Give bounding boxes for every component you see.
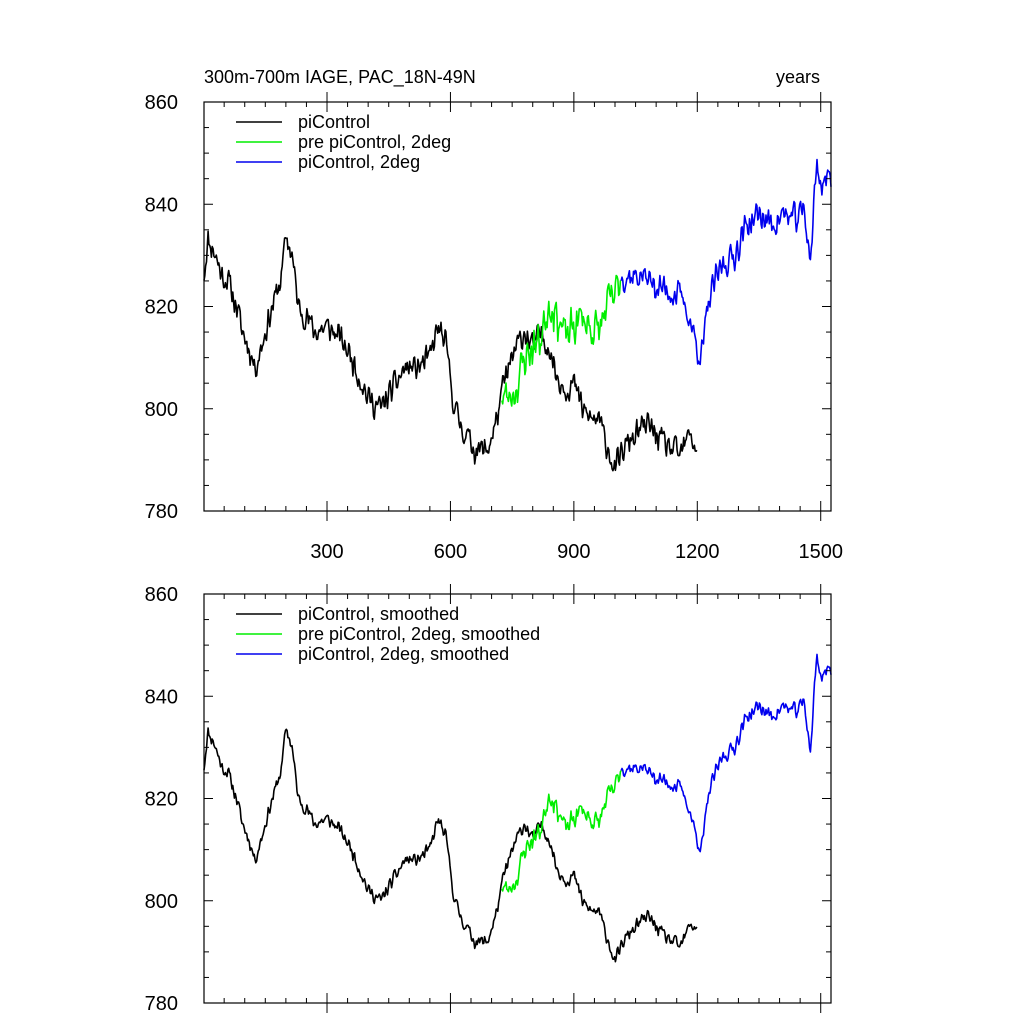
y-tick-label-bottom: 820: [145, 789, 178, 811]
x-tick-label-top: 1200: [675, 541, 720, 563]
chart-units: years: [776, 67, 820, 87]
x-tick-label-top: 600: [434, 541, 467, 563]
x-tick-label-top: 300: [310, 541, 343, 563]
x-tick-label-top: 1500: [798, 541, 843, 563]
y-tick-label-top: 800: [145, 399, 178, 421]
y-tick-label-top: 820: [145, 297, 178, 319]
series-line-top-0: [203, 230, 698, 472]
legend-label-top-2: piControl, 2deg: [298, 152, 420, 172]
y-tick-label-bottom: 860: [145, 584, 178, 606]
legend-label-top-0: piControl: [298, 112, 370, 132]
legend-label-bottom-2: piControl, 2deg, smoothed: [298, 644, 509, 664]
y-tick-label-top: 860: [145, 92, 178, 114]
legend-label-bottom-0: piControl, smoothed: [298, 604, 459, 624]
y-tick-label-bottom: 780: [145, 993, 178, 1015]
series-line-top-2: [620, 158, 832, 366]
series-line-top-1: [501, 274, 622, 407]
y-tick-label-bottom: 800: [145, 891, 178, 913]
y-tick-label-top: 840: [145, 194, 178, 216]
series-line-bottom-1: [501, 770, 622, 893]
y-tick-label-bottom: 840: [145, 686, 178, 708]
x-tick-label-top: 900: [557, 541, 590, 563]
legend-label-bottom-1: pre piControl, 2deg, smoothed: [298, 624, 540, 644]
series-line-bottom-0: [203, 727, 698, 963]
legend-label-top-1: pre piControl, 2deg: [298, 132, 451, 152]
chart-title: 300m-700m IAGE, PAC_18N-49N: [204, 67, 476, 88]
top-panel: 780 800 820 840 860 300 600 900 1200 1500 piContro…: [145, 92, 843, 563]
y-tick-label-top: 780: [145, 501, 178, 523]
series-line-bottom-2: [620, 653, 832, 853]
